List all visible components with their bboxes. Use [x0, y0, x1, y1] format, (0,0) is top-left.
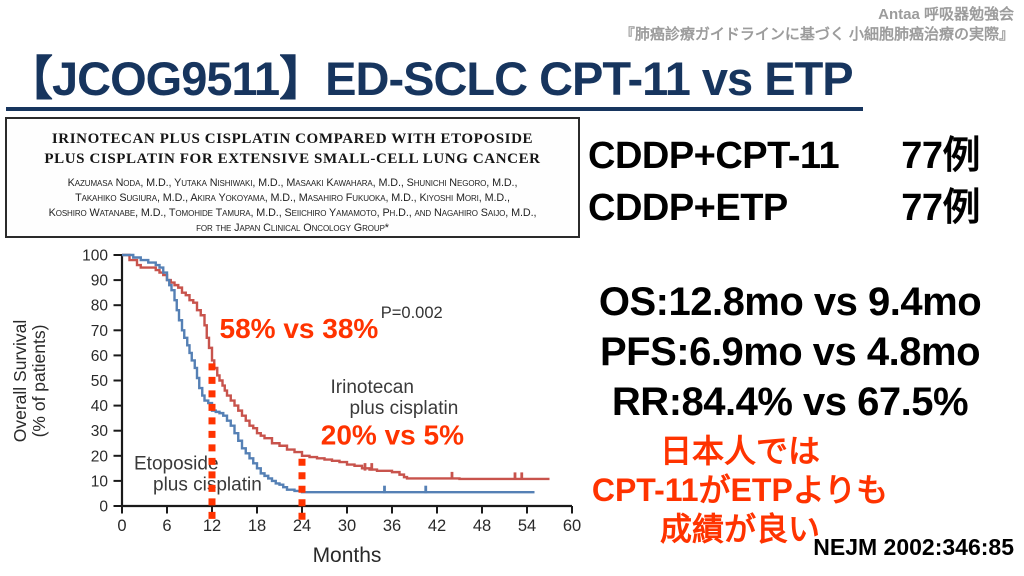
y-axis-label: Overall Survival(% of patients) — [10, 320, 49, 443]
y-tick-label: 60 — [91, 348, 109, 365]
os-stat: OS:12.8mo vs 9.4mo — [598, 280, 982, 324]
workshop-credit: Antaa 呼吸器勉強会 『肺癌診療ガイドラインに基づく 小細胞肺癌治療の実際』 — [620, 5, 1014, 45]
conclusion-line3: 成績が良い — [659, 511, 820, 547]
lecture-title: 『肺癌診療ガイドラインに基づく 小細胞肺癌治療の実際』 — [619, 26, 1014, 43]
outcome-stats: OS:12.8mo vs 9.4mo PFS:6.9mo vs 4.8mo RR… — [556, 277, 1024, 427]
survival-chart: 0 10 20 30 40 50 60 70 80 90 100 0 6 12 18 24 30 36 42 48 54… — [0, 240, 600, 576]
x-tick-label: 12 — [203, 517, 221, 535]
paper-title-line2: PLUS CISPLATIN FOR EXTENSIVE SMALL-CELL … — [44, 151, 541, 167]
y-tick-label: 30 — [91, 423, 109, 440]
y-tick-label: 50 — [91, 373, 109, 390]
paper-title: IRINOTECAN PLUS CISPLATIN COMPARED WITH … — [7, 129, 578, 169]
series-label: plus cisplatin — [153, 475, 262, 496]
page-title: 【JCOG9511】ED-SCLC CPT-11 vs ETP — [6, 52, 863, 111]
paper-title-line1: IRINOTECAN PLUS CISPLATIN COMPARED WITH … — [51, 131, 534, 147]
arm-label: CDDP+ETP — [588, 187, 788, 229]
x-axis-label: Months — [313, 544, 382, 567]
conclusion-line2: CPT-11がETPよりも — [591, 472, 889, 508]
arm-count: 77例 — [901, 135, 980, 177]
workshop-name: Antaa 呼吸器勉強会 — [878, 6, 1014, 23]
series-label: plus cisplatin — [350, 398, 459, 419]
y-tick-label: 40 — [91, 398, 109, 415]
paper-header-box: IRINOTECAN PLUS CISPLATIN COMPARED WITH … — [5, 117, 580, 238]
x-tick-label: 48 — [473, 517, 491, 535]
y-tick-label: 90 — [91, 273, 109, 290]
km-series-irinotecan-plus-cisplatin — [122, 253, 550, 481]
y-tick-label: 80 — [91, 298, 109, 315]
km-survival-plot: 0 10 20 30 40 50 60 70 80 90 100 0 6 12 18 24 30 36 42 48 54… — [10, 248, 581, 568]
y-tick-label: 20 — [91, 448, 109, 465]
rr-stat: RR:84.4% vs 67.5% — [611, 380, 969, 424]
annotation: 20% vs 5% — [321, 420, 464, 451]
x-tick-label: 60 — [563, 517, 581, 535]
conclusion-text: 日本人では CPT-11がETPよりも 成績が良い — [556, 432, 924, 549]
p-value-label: P=0.002 — [381, 304, 443, 322]
treatment-arms: CDDP+CPT-11 77例 CDDP+ETP 77例 — [588, 130, 980, 234]
pfs-stat: PFS:6.9mo vs 4.8mo — [599, 330, 981, 374]
x-tick-label: 24 — [293, 517, 311, 535]
arm-label: CDDP+CPT-11 — [588, 135, 840, 177]
x-tick-label: 6 — [162, 517, 171, 535]
paper-authors-line1: Kazumasa Noda, M.D., Yutaka Nishiwaki, M… — [67, 177, 518, 189]
paper-authors: Kazumasa Noda, M.D., Yutaka Nishiwaki, M… — [7, 176, 578, 236]
x-tick-label: 0 — [117, 517, 126, 535]
series-label: Irinotecan — [331, 377, 414, 398]
paper-authors-line4: for the Japan Clinical Oncology Group* — [196, 222, 389, 234]
x-tick-label: 30 — [338, 517, 356, 535]
y-tick-label: 0 — [99, 499, 108, 516]
km-series-etoposide-plus-cisplatin — [122, 253, 535, 494]
paper-authors-line2: Takahiko Sugiura, M.D., Akira Yokoyama, … — [75, 192, 510, 204]
x-tick-label: 54 — [518, 517, 536, 535]
conclusion-line1: 日本人では — [659, 433, 820, 469]
series-label: Etoposide — [134, 454, 219, 475]
arm-row-etp: CDDP+ETP 77例 — [588, 182, 980, 234]
arm-count: 77例 — [901, 187, 980, 229]
y-tick-label: 70 — [91, 323, 109, 340]
annotation: 58% vs 38% — [220, 313, 379, 344]
citation: NEJM 2002:346:85 — [813, 534, 1014, 560]
x-tick-label: 36 — [383, 517, 401, 535]
y-tick-label: 10 — [91, 473, 109, 490]
y-tick-label: 100 — [82, 248, 108, 265]
paper-authors-line3: Koshiro Watanabe, M.D., Tomohide Tamura,… — [48, 207, 537, 219]
x-tick-label: 18 — [248, 517, 266, 535]
arm-row-cpt11: CDDP+CPT-11 77例 — [588, 130, 980, 182]
x-tick-label: 42 — [428, 517, 446, 535]
